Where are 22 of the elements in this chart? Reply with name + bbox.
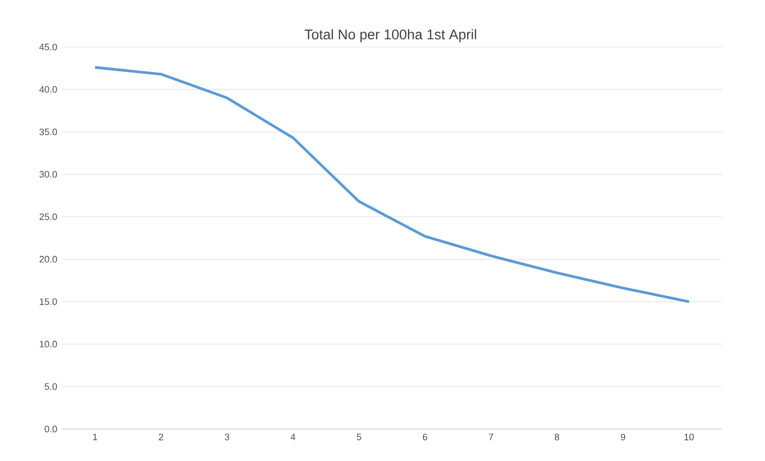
y-tick-label: 30.0 — [39, 171, 57, 178]
y-tick-label: 40.0 — [39, 86, 57, 93]
x-tick-label: 3 — [224, 434, 230, 440]
x-tick-label: 5 — [356, 434, 362, 440]
y-tick-label: 10.0 — [40, 340, 57, 348]
y-tick-label: 45.0 — [39, 44, 57, 50]
y-tick-label: 0.0 — [44, 426, 57, 432]
y-tick-label: 15.0 — [40, 298, 57, 305]
x-tick-label: 10 — [684, 434, 694, 440]
y-tick-label: 25.0 — [40, 213, 57, 220]
x-tick-label: 1 — [93, 434, 98, 440]
y-tick-label: 35.0 — [39, 128, 57, 136]
chart-title: Total No per 100ha 1st April — [304, 29, 476, 42]
x-tick-label: 4 — [290, 434, 296, 440]
x-tick-label: 8 — [554, 434, 560, 440]
y-tick-label: 20.0 — [40, 256, 57, 263]
x-tick-label: 9 — [620, 434, 626, 440]
y-tick-label: 5.0 — [44, 383, 57, 390]
x-tick-label: 7 — [488, 434, 494, 440]
line-series — [94, 66, 690, 303]
x-tick-label: 6 — [422, 434, 428, 440]
x-tick-label: 2 — [158, 434, 164, 440]
